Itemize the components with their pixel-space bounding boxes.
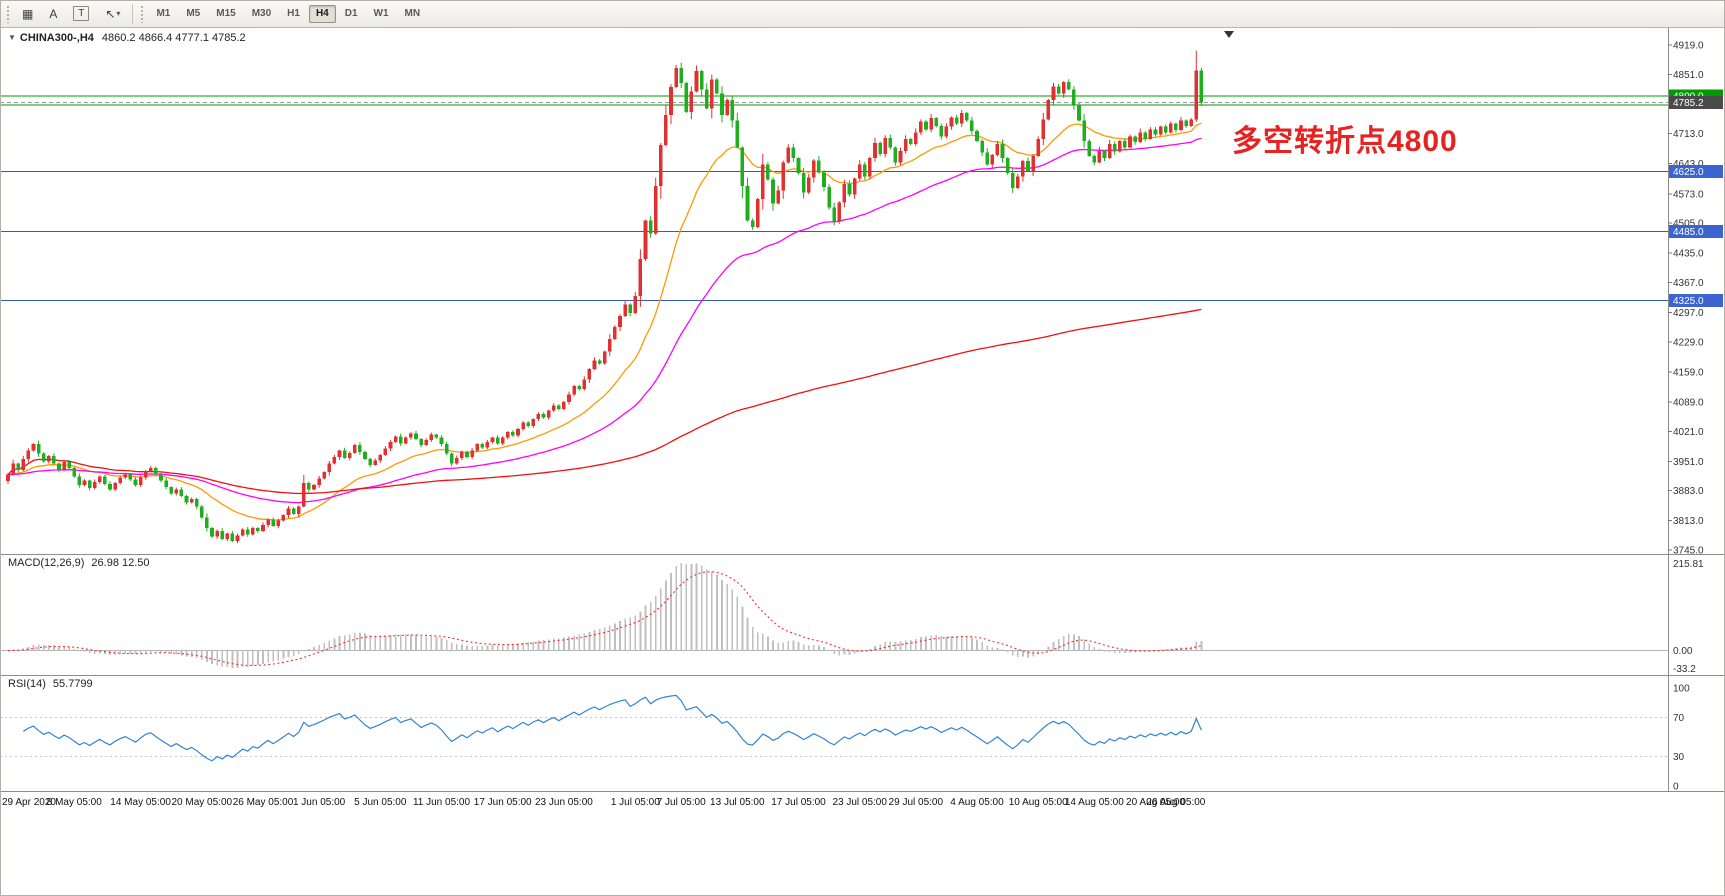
arrows-dropdown-button[interactable]: ↖ ▾ [98, 4, 127, 24]
panel-separators[interactable] [0, 28, 1725, 792]
svg-text:17 Jul 05:00: 17 Jul 05:00 [771, 797, 826, 808]
svg-text:5 Jun 05:00: 5 Jun 05:00 [354, 797, 407, 808]
svg-text:4229.0: 4229.0 [1673, 337, 1704, 348]
svg-text:1 Jun 05:00: 1 Jun 05:00 [293, 797, 346, 808]
svg-text:4435.0: 4435.0 [1673, 249, 1704, 260]
svg-text:0: 0 [1673, 782, 1679, 793]
timeframe-w1-button[interactable]: W1 [367, 5, 396, 23]
svg-text:4851.0: 4851.0 [1673, 70, 1704, 81]
svg-text:4785.2: 4785.2 [1673, 98, 1704, 109]
svg-text:4625.0: 4625.0 [1673, 167, 1704, 178]
toolbar-separator [132, 3, 134, 24]
svg-text:14 Aug 05:00: 14 Aug 05:00 [1065, 797, 1124, 808]
svg-text:215.81: 215.81 [1673, 559, 1704, 570]
grid-tool-button[interactable]: ▦ [15, 4, 40, 24]
timeframe-m1-button[interactable]: M1 [149, 5, 177, 23]
toolbar-gripper[interactable] [6, 4, 11, 23]
svg-text:1 Jul 05:00: 1 Jul 05:00 [611, 797, 660, 808]
rsi-value: 55.7799 [52, 678, 93, 690]
svg-text:4919.0: 4919.0 [1673, 41, 1704, 52]
svg-text:4021.0: 4021.0 [1673, 427, 1704, 438]
timeframe-mn-button[interactable]: MN [398, 5, 428, 23]
svg-text:29 Apr 2020: 29 Apr 2020 [2, 797, 56, 808]
svg-text:3745.0: 3745.0 [1673, 546, 1704, 557]
svg-text:29 Jul 05:00: 29 Jul 05:00 [889, 797, 944, 808]
quote-ohlc: 4860.2 4866.4 4777.1 4785.2 [101, 32, 246, 44]
svg-text:26 Aug 05:00: 26 Aug 05:00 [1146, 797, 1205, 808]
timeframe-h1-button[interactable]: H1 [280, 5, 307, 23]
svg-text:4485.0: 4485.0 [1673, 227, 1704, 238]
svg-text:-33.2: -33.2 [1673, 664, 1696, 675]
letter-t-icon: T [73, 6, 90, 21]
svg-text:17 Jun 05:00: 17 Jun 05:00 [474, 797, 532, 808]
svg-text:4505.0: 4505.0 [1673, 219, 1704, 230]
symbol-quote-bar: ▼ CHINA300-,H4 4860.2 4866.4 4777.1 4785.2 [8, 32, 246, 44]
svg-text:100: 100 [1673, 684, 1690, 695]
svg-text:70: 70 [1673, 713, 1685, 724]
arrow-icon: ↖ [105, 6, 116, 21]
svg-text:4643.0: 4643.0 [1673, 159, 1704, 170]
macd-values: 26.98 12.50 [91, 557, 150, 569]
svg-text:4 Aug 05:00: 4 Aug 05:00 [950, 797, 1004, 808]
svg-text:3813.0: 3813.0 [1673, 516, 1704, 527]
chart-shift-marker [1224, 31, 1234, 38]
macd-indicator-label: MACD(12,26,9) 26.98 12.50 [8, 557, 150, 569]
caret-down-icon: ▾ [116, 9, 121, 18]
symbol-title: CHINA300-,H4 [19, 32, 94, 44]
timeframe-m30-button[interactable]: M30 [245, 5, 278, 23]
svg-text:11 Jun 05:00: 11 Jun 05:00 [413, 797, 471, 808]
price-axis: 4919.0 4851.0 4713.0 4643.0 4573.0 4505.0 4435… [1668, 41, 1704, 557]
rsi-name: RSI(14) [8, 678, 46, 690]
svg-text:20 May 05:00: 20 May 05:00 [171, 797, 232, 808]
svg-text:8 May 05:00: 8 May 05:00 [47, 797, 102, 808]
chart-annotation: 多空转折点4800 [1232, 125, 1458, 158]
svg-text:30: 30 [1673, 752, 1685, 763]
candles-layer [6, 50, 1204, 544]
svg-text:4159.0: 4159.0 [1673, 367, 1704, 378]
svg-text:23 Jun 05:00: 23 Jun 05:00 [535, 797, 593, 808]
top-toolbar: ▦ A T ↖ ▾ M1 M5 M15 M30 H1 H4 D1 W1 MN [0, 0, 1725, 28]
price-tag-4785.2 [1669, 96, 1723, 110]
timeframe-toolbar-gripper[interactable] [140, 4, 146, 23]
horizontal-lines[interactable] [0, 95, 1668, 302]
svg-text:4713.0: 4713.0 [1673, 129, 1704, 140]
price-tag-4625.0 [1669, 164, 1723, 178]
svg-text:20 Aug 05:00: 20 Aug 05:00 [1126, 797, 1185, 808]
timeframe-h4-button[interactable]: H4 [308, 4, 336, 23]
svg-text:0.00: 0.00 [1673, 646, 1693, 657]
rsi-panel: 100 70 30 0 [0, 684, 1690, 793]
macd-name: MACD(12,26,9) [8, 557, 85, 569]
symbol-marker-icon: ▼ [8, 33, 16, 42]
svg-text:10 Aug 05:00: 10 Aug 05:00 [1009, 797, 1068, 808]
svg-text:4325.0: 4325.0 [1673, 296, 1704, 307]
rsi-indicator-label: RSI(14) 55.7799 [8, 678, 93, 690]
svg-text:3883.0: 3883.0 [1673, 486, 1704, 497]
macd-panel: 215.81 0.00 -33.2 [0, 559, 1704, 675]
moving-average-lines [7, 122, 1202, 521]
timeframe-m5-button[interactable]: M5 [179, 5, 207, 23]
svg-text:4573.0: 4573.0 [1673, 189, 1704, 200]
price-tag-4485.0 [1669, 225, 1723, 239]
svg-text:4297.0: 4297.0 [1673, 308, 1704, 319]
timeframe-m15-button[interactable]: M15 [209, 5, 242, 23]
svg-text:3951.0: 3951.0 [1673, 457, 1704, 468]
svg-text:14 May 05:00: 14 May 05:00 [110, 797, 171, 808]
textbox-button[interactable]: T [66, 4, 96, 24]
svg-text:4089.0: 4089.0 [1673, 398, 1704, 409]
text-label-button[interactable]: A [42, 4, 64, 24]
svg-text:13 Jul 05:00: 13 Jul 05:00 [710, 797, 765, 808]
letter-a-icon: A [49, 6, 58, 21]
svg-text:7 Jul 05:00: 7 Jul 05:00 [657, 797, 706, 808]
svg-text:26 May 05:00: 26 May 05:00 [233, 797, 294, 808]
price-tag-4325.0 [1669, 294, 1723, 308]
svg-text:23 Jul 05:00: 23 Jul 05:00 [832, 797, 887, 808]
svg-text:4367.0: 4367.0 [1673, 278, 1704, 289]
timeframe-d1-button[interactable]: D1 [338, 5, 365, 23]
grid-icon: ▦ [22, 6, 34, 21]
